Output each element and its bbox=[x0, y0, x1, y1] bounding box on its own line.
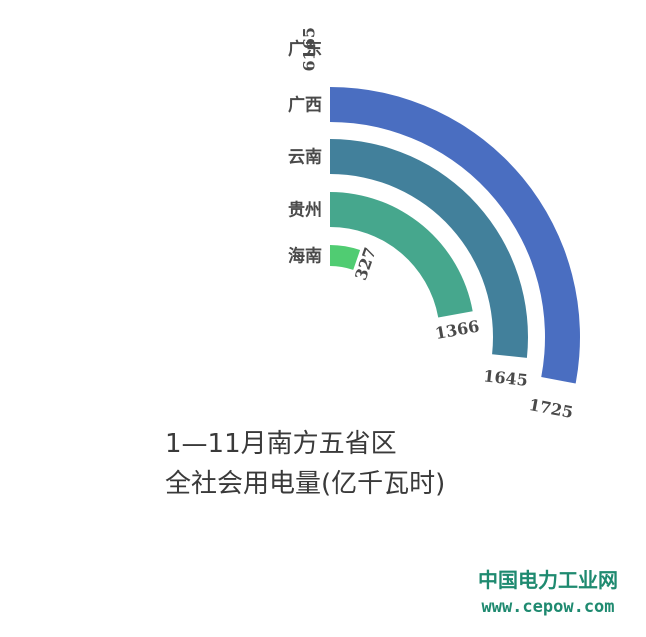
category-label-5: 海南 bbox=[288, 246, 322, 267]
bar-4 bbox=[330, 192, 473, 318]
category-label-1: 广东 bbox=[288, 39, 322, 60]
bar-2 bbox=[330, 87, 580, 384]
value-label-4: 1366 bbox=[434, 317, 481, 344]
bar-5 bbox=[330, 245, 361, 270]
bar-3 bbox=[330, 139, 529, 358]
chart-title-line-1: 1—11月南方五省区 bbox=[165, 429, 397, 459]
category-label-2: 广西 bbox=[288, 95, 322, 116]
watermark-url: www.cepow.com bbox=[481, 597, 614, 617]
value-label-1: 6165 bbox=[299, 27, 318, 72]
category-label-4: 贵州 bbox=[288, 200, 322, 221]
bar-group bbox=[330, 87, 580, 384]
value-label-2: 1725 bbox=[527, 395, 574, 422]
watermark-name: 中国电力工业网 bbox=[478, 568, 618, 592]
chart-title-line-2: 全社会用电量(亿千瓦时) bbox=[165, 469, 445, 499]
category-label-3: 云南 bbox=[288, 147, 322, 168]
value-label-3: 1645 bbox=[482, 366, 528, 390]
